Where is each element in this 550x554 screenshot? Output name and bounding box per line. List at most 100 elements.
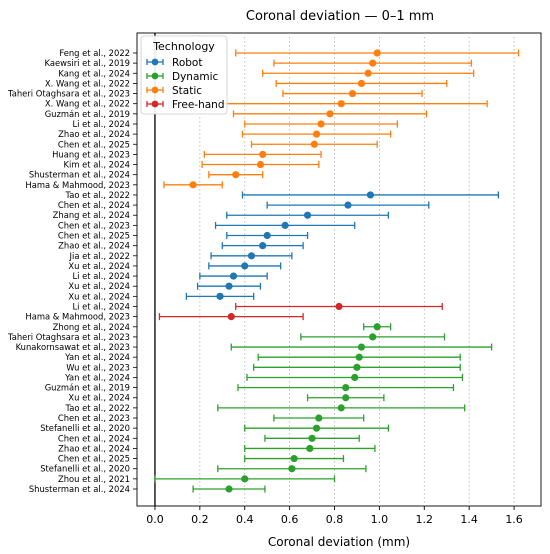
study-row: Xu et al., 2024 [68, 281, 262, 291]
mean-point [373, 49, 381, 57]
study-label: Zhao et al., 2024 [58, 129, 130, 139]
mean-point [348, 89, 357, 98]
study-label: Feng et al., 2022 [59, 48, 130, 58]
study-label: Zhou et al., 2021 [58, 474, 130, 484]
x-axis-ticks: 0.0 0.2 0.4 0.6 0.8 1.0 1.2 1.4 1.6 [146, 506, 523, 526]
legend-entry: Robot [146, 57, 202, 69]
study-label: Li et al., 2024 [72, 301, 130, 311]
mean-point [353, 363, 361, 371]
study-row: Taheri Otaghsara et al., 2023 [7, 332, 446, 342]
study-row: Stefanelli et al., 2020 [40, 464, 367, 474]
mean-point [306, 444, 314, 453]
legend-entries: Robot Dynamic Static Free-hand [146, 57, 224, 111]
study-row: Xu et al., 2024 [68, 261, 282, 271]
study-row: Zhao et al., 2024 [58, 241, 304, 251]
study-label: Zhao et al., 2024 [58, 443, 130, 453]
legend-label: Dynamic [172, 71, 219, 83]
mean-point [310, 140, 318, 148]
mean-point [229, 272, 238, 280]
x-tick-label: 0.2 [191, 513, 209, 526]
mean-point [189, 181, 197, 189]
study-label: Zhang et al., 2024 [53, 210, 130, 220]
x-tick-label: 1.4 [460, 513, 478, 526]
legend-label: Robot [172, 57, 202, 69]
study-row: Tao et al., 2022 [64, 190, 500, 200]
mean-point [326, 110, 334, 118]
mean-point [315, 414, 323, 422]
study-label: Chen et al., 2023 [58, 413, 130, 423]
study-row: Wu et al., 2023 [66, 362, 461, 372]
study-row: Hama & Mahmood, 2023 [25, 180, 223, 190]
mean-point [357, 343, 366, 351]
study-label: Chen et al., 2023 [58, 220, 130, 230]
study-row: Shusterman et al., 2024 [29, 170, 264, 180]
chart-title: Coronal deviation — 0–1 mm [246, 9, 434, 24]
legend-marker [151, 72, 159, 80]
study-row: Taheri Otaghsara et al., 2023 [7, 89, 423, 99]
study-label: Tao et al., 2022 [64, 190, 130, 200]
mean-point [342, 394, 350, 402]
mean-point [225, 282, 233, 290]
mean-point [288, 465, 296, 473]
study-label: Xu et al., 2024 [68, 291, 130, 301]
mean-point [290, 454, 298, 463]
study-row: Li et al., 2024 [72, 301, 443, 311]
study-row: Xu et al., 2024 [68, 393, 385, 403]
mean-point [281, 221, 289, 229]
mean-point [259, 150, 267, 158]
study-row: Feng et al., 2022 [59, 48, 520, 58]
mean-point [308, 434, 316, 442]
study-label: Yan et al., 2024 [64, 352, 130, 362]
legend-entry: Free-hand [146, 99, 224, 111]
study-label: Jia et al., 2022 [69, 251, 130, 261]
legend-marker [151, 86, 159, 94]
legend-box [140, 35, 228, 115]
study-label: Kaewsiri et al., 2019 [45, 58, 130, 68]
mean-point [241, 262, 249, 270]
mean-point [225, 485, 233, 493]
x-tick-label: 0.4 [236, 513, 254, 526]
study-label: Guzmán et al., 2019 [45, 109, 130, 119]
study-row: Chen et al., 2023 [58, 220, 356, 230]
mean-point [351, 373, 359, 382]
study-row: Chen et al., 2025 [58, 231, 309, 241]
mean-point [312, 130, 321, 138]
study-row: Zhao et al., 2024 [58, 129, 392, 139]
x-tick-label: 0.0 [146, 513, 164, 526]
x-tick-label: 1.2 [416, 513, 434, 526]
study-label: Zhao et al., 2024 [58, 241, 130, 251]
study-label: X. Wang et al., 2022 [45, 99, 130, 109]
study-row: Chen et al., 2024 [58, 200, 430, 210]
study-label: Zhong et al., 2024 [53, 322, 130, 332]
legend-label: Static [172, 85, 202, 97]
study-label: Taheri Otaghsara et al., 2023 [7, 89, 130, 99]
study-label: Shusterman et al., 2024 [29, 170, 130, 180]
mean-point [369, 333, 377, 341]
study-label: Taheri Otaghsara et al., 2023 [7, 332, 130, 342]
x-tick-label: 0.6 [281, 513, 299, 526]
study-row: Yan et al., 2024 [64, 352, 461, 362]
study-row: Zhou et al., 2021 [58, 474, 336, 484]
study-row: Zhong et al., 2024 [53, 322, 392, 332]
study-row: Kunakornsawat et al., 2023 [16, 342, 493, 352]
study-label: Kim et al., 2024 [64, 160, 131, 170]
mean-point [344, 201, 352, 209]
study-row: Hama & Mahmood, 2023 [25, 312, 304, 322]
study-row: X. Wang et al., 2022 [45, 78, 448, 88]
study-label: Wu et al., 2023 [66, 362, 130, 372]
legend-entry: Static [146, 85, 202, 97]
mean-point [227, 313, 235, 321]
study-label: Shusterman et al., 2024 [29, 484, 130, 494]
study-row: Kang et al., 2024 [58, 68, 475, 78]
study-label: Stefanelli et al., 2020 [40, 464, 130, 474]
mean-point [373, 323, 381, 331]
study-row: Tao et al., 2022 [64, 403, 466, 413]
mean-point [335, 302, 343, 311]
study-row: Zhao et al., 2024 [58, 443, 376, 453]
mean-point [259, 242, 267, 250]
x-tick-label: 1.0 [371, 513, 389, 526]
study-row: Stefanelli et al., 2020 [40, 423, 390, 433]
study-label: Chen et al., 2025 [58, 454, 130, 464]
